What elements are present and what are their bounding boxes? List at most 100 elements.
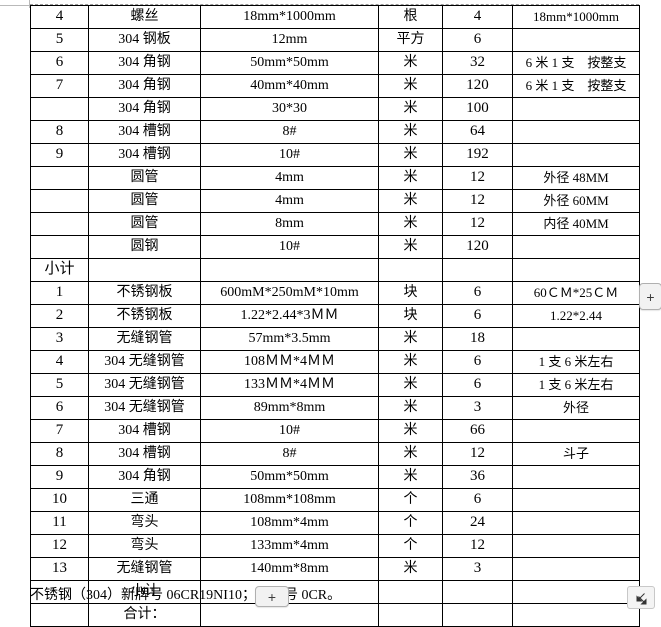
cell-remark[interactable]: 60ＣＭ*25ＣＭ	[512, 281, 640, 305]
cell-spec[interactable]: 4mm	[200, 166, 379, 190]
cell-qty[interactable]: 6	[442, 281, 513, 305]
cell-qty[interactable]: 100	[442, 97, 513, 121]
cell-name[interactable]: 三通	[88, 488, 201, 512]
cell-unit[interactable]: 块	[378, 304, 443, 328]
cell-remark[interactable]: 1.22*2.44	[512, 304, 640, 328]
cell-spec[interactable]: 108ＭＭ*4ＭＭ	[200, 350, 379, 374]
cell-remark[interactable]	[512, 258, 640, 282]
cell-spec[interactable]: 600mM*250mM*10mm	[200, 281, 379, 305]
cell-spec[interactable]: 8#	[200, 120, 379, 144]
cell-index[interactable]: 12	[30, 534, 89, 558]
cell-unit[interactable]: 米	[378, 212, 443, 236]
cell-qty[interactable]: 120	[442, 74, 513, 98]
cell-spec[interactable]	[200, 258, 379, 282]
cell-name[interactable]: 圆管	[88, 166, 201, 190]
cell-name[interactable]: 螺丝	[88, 5, 201, 29]
cell-unit[interactable]	[378, 258, 443, 282]
cell-spec[interactable]: 4mm	[200, 189, 379, 213]
cell-unit[interactable]: 米	[378, 235, 443, 259]
cell-spec[interactable]	[200, 603, 379, 627]
cell-remark[interactable]	[512, 534, 640, 558]
cell-index[interactable]: 7	[30, 74, 89, 98]
cell-unit[interactable]: 米	[378, 442, 443, 466]
cell-name[interactable]	[88, 258, 201, 282]
cell-index[interactable]: 10	[30, 488, 89, 512]
cell-qty[interactable]: 12	[442, 212, 513, 236]
cell-name[interactable]: 304 槽钢	[88, 143, 201, 167]
cell-remark[interactable]	[512, 97, 640, 121]
cell-qty[interactable]: 36	[442, 465, 513, 489]
cell-unit[interactable]	[378, 603, 443, 627]
cell-remark[interactable]: 内径 40MM	[512, 212, 640, 236]
cell-unit[interactable]: 米	[378, 327, 443, 351]
cell-spec[interactable]: 40mm*40mm	[200, 74, 379, 98]
cell-qty[interactable]: 3	[442, 557, 513, 581]
cell-remark[interactable]: 6 米 1 支 按整支	[512, 74, 640, 98]
cell-qty[interactable]: 4	[442, 5, 513, 29]
cell-spec[interactable]: 10#	[200, 143, 379, 167]
cell-index[interactable]: 13	[30, 557, 89, 581]
cell-name[interactable]: 合计：	[88, 603, 201, 627]
cell-remark[interactable]	[512, 557, 640, 581]
cell-name[interactable]: 304 角钢	[88, 97, 201, 121]
cell-name[interactable]: 弯头	[88, 534, 201, 558]
cell-qty[interactable]: 12	[442, 534, 513, 558]
cell-qty[interactable]: 24	[442, 511, 513, 535]
cell-spec[interactable]: 8mm	[200, 212, 379, 236]
cell-index[interactable]: 6	[30, 51, 89, 75]
cell-name[interactable]: 不锈钢板	[88, 304, 201, 328]
cell-index[interactable]: 9	[30, 143, 89, 167]
cell-unit[interactable]: 米	[378, 373, 443, 397]
cell-unit[interactable]: 米	[378, 396, 443, 420]
cell-qty[interactable]: 64	[442, 120, 513, 144]
cell-index[interactable]	[30, 166, 89, 190]
cell-remark[interactable]	[512, 465, 640, 489]
cell-index[interactable]: 4	[30, 350, 89, 374]
cell-index[interactable]: 小计	[30, 258, 89, 282]
cell-unit[interactable]: 米	[378, 143, 443, 167]
cell-spec[interactable]: 10#	[200, 419, 379, 443]
cell-name[interactable]: 304 槽钢	[88, 419, 201, 443]
cell-index[interactable]: 1	[30, 281, 89, 305]
cell-name[interactable]: 圆管	[88, 189, 201, 213]
cell-spec[interactable]: 12mm	[200, 28, 379, 52]
cell-remark[interactable]: 斗子	[512, 442, 640, 466]
cell-qty[interactable]: 120	[442, 235, 513, 259]
cell-remark[interactable]	[512, 511, 640, 535]
cell-remark[interactable]	[512, 580, 640, 604]
cell-name[interactable]: 304 无缝钢管	[88, 350, 201, 374]
cell-name[interactable]: 304 槽钢	[88, 120, 201, 144]
cell-unit[interactable]: 米	[378, 97, 443, 121]
cell-name[interactable]: 不锈钢板	[88, 281, 201, 305]
cell-index[interactable]: 2	[30, 304, 89, 328]
cell-remark[interactable]: 外径 60MM	[512, 189, 640, 213]
cell-name[interactable]: 圆钢	[88, 235, 201, 259]
cell-unit[interactable]	[378, 580, 443, 604]
cell-remark[interactable]: 18mm*1000mm	[512, 5, 640, 29]
cell-name[interactable]: 304 角钢	[88, 465, 201, 489]
cell-unit[interactable]: 个	[378, 511, 443, 535]
cell-remark[interactable]	[512, 143, 640, 167]
cell-remark[interactable]: 1 支 6 米左右	[512, 350, 640, 374]
cell-index[interactable]: 3	[30, 327, 89, 351]
cell-spec[interactable]: 133ＭＭ*4ＭＭ	[200, 373, 379, 397]
cell-unit[interactable]: 米	[378, 166, 443, 190]
cell-unit[interactable]: 米	[378, 350, 443, 374]
cell-index[interactable]: 6	[30, 396, 89, 420]
cell-unit[interactable]: 米	[378, 465, 443, 489]
cell-name[interactable]: 304 无缝钢管	[88, 373, 201, 397]
cell-name[interactable]: 304 角钢	[88, 74, 201, 98]
cell-remark[interactable]: 6 米 1 支 按整支	[512, 51, 640, 75]
cell-remark[interactable]	[512, 235, 640, 259]
cell-qty[interactable]: 6	[442, 350, 513, 374]
cell-name[interactable]: 304 钢板	[88, 28, 201, 52]
cell-spec[interactable]: 50mm*50mm	[200, 465, 379, 489]
cell-qty[interactable]: 12	[442, 442, 513, 466]
cell-index[interactable]: 8	[30, 120, 89, 144]
cell-index[interactable]	[30, 189, 89, 213]
cell-index[interactable]: 9	[30, 465, 89, 489]
cell-unit[interactable]: 个	[378, 534, 443, 558]
cell-qty[interactable]	[442, 580, 513, 604]
cell-remark[interactable]: 1 支 6 米左右	[512, 373, 640, 397]
cell-qty[interactable]: 12	[442, 189, 513, 213]
